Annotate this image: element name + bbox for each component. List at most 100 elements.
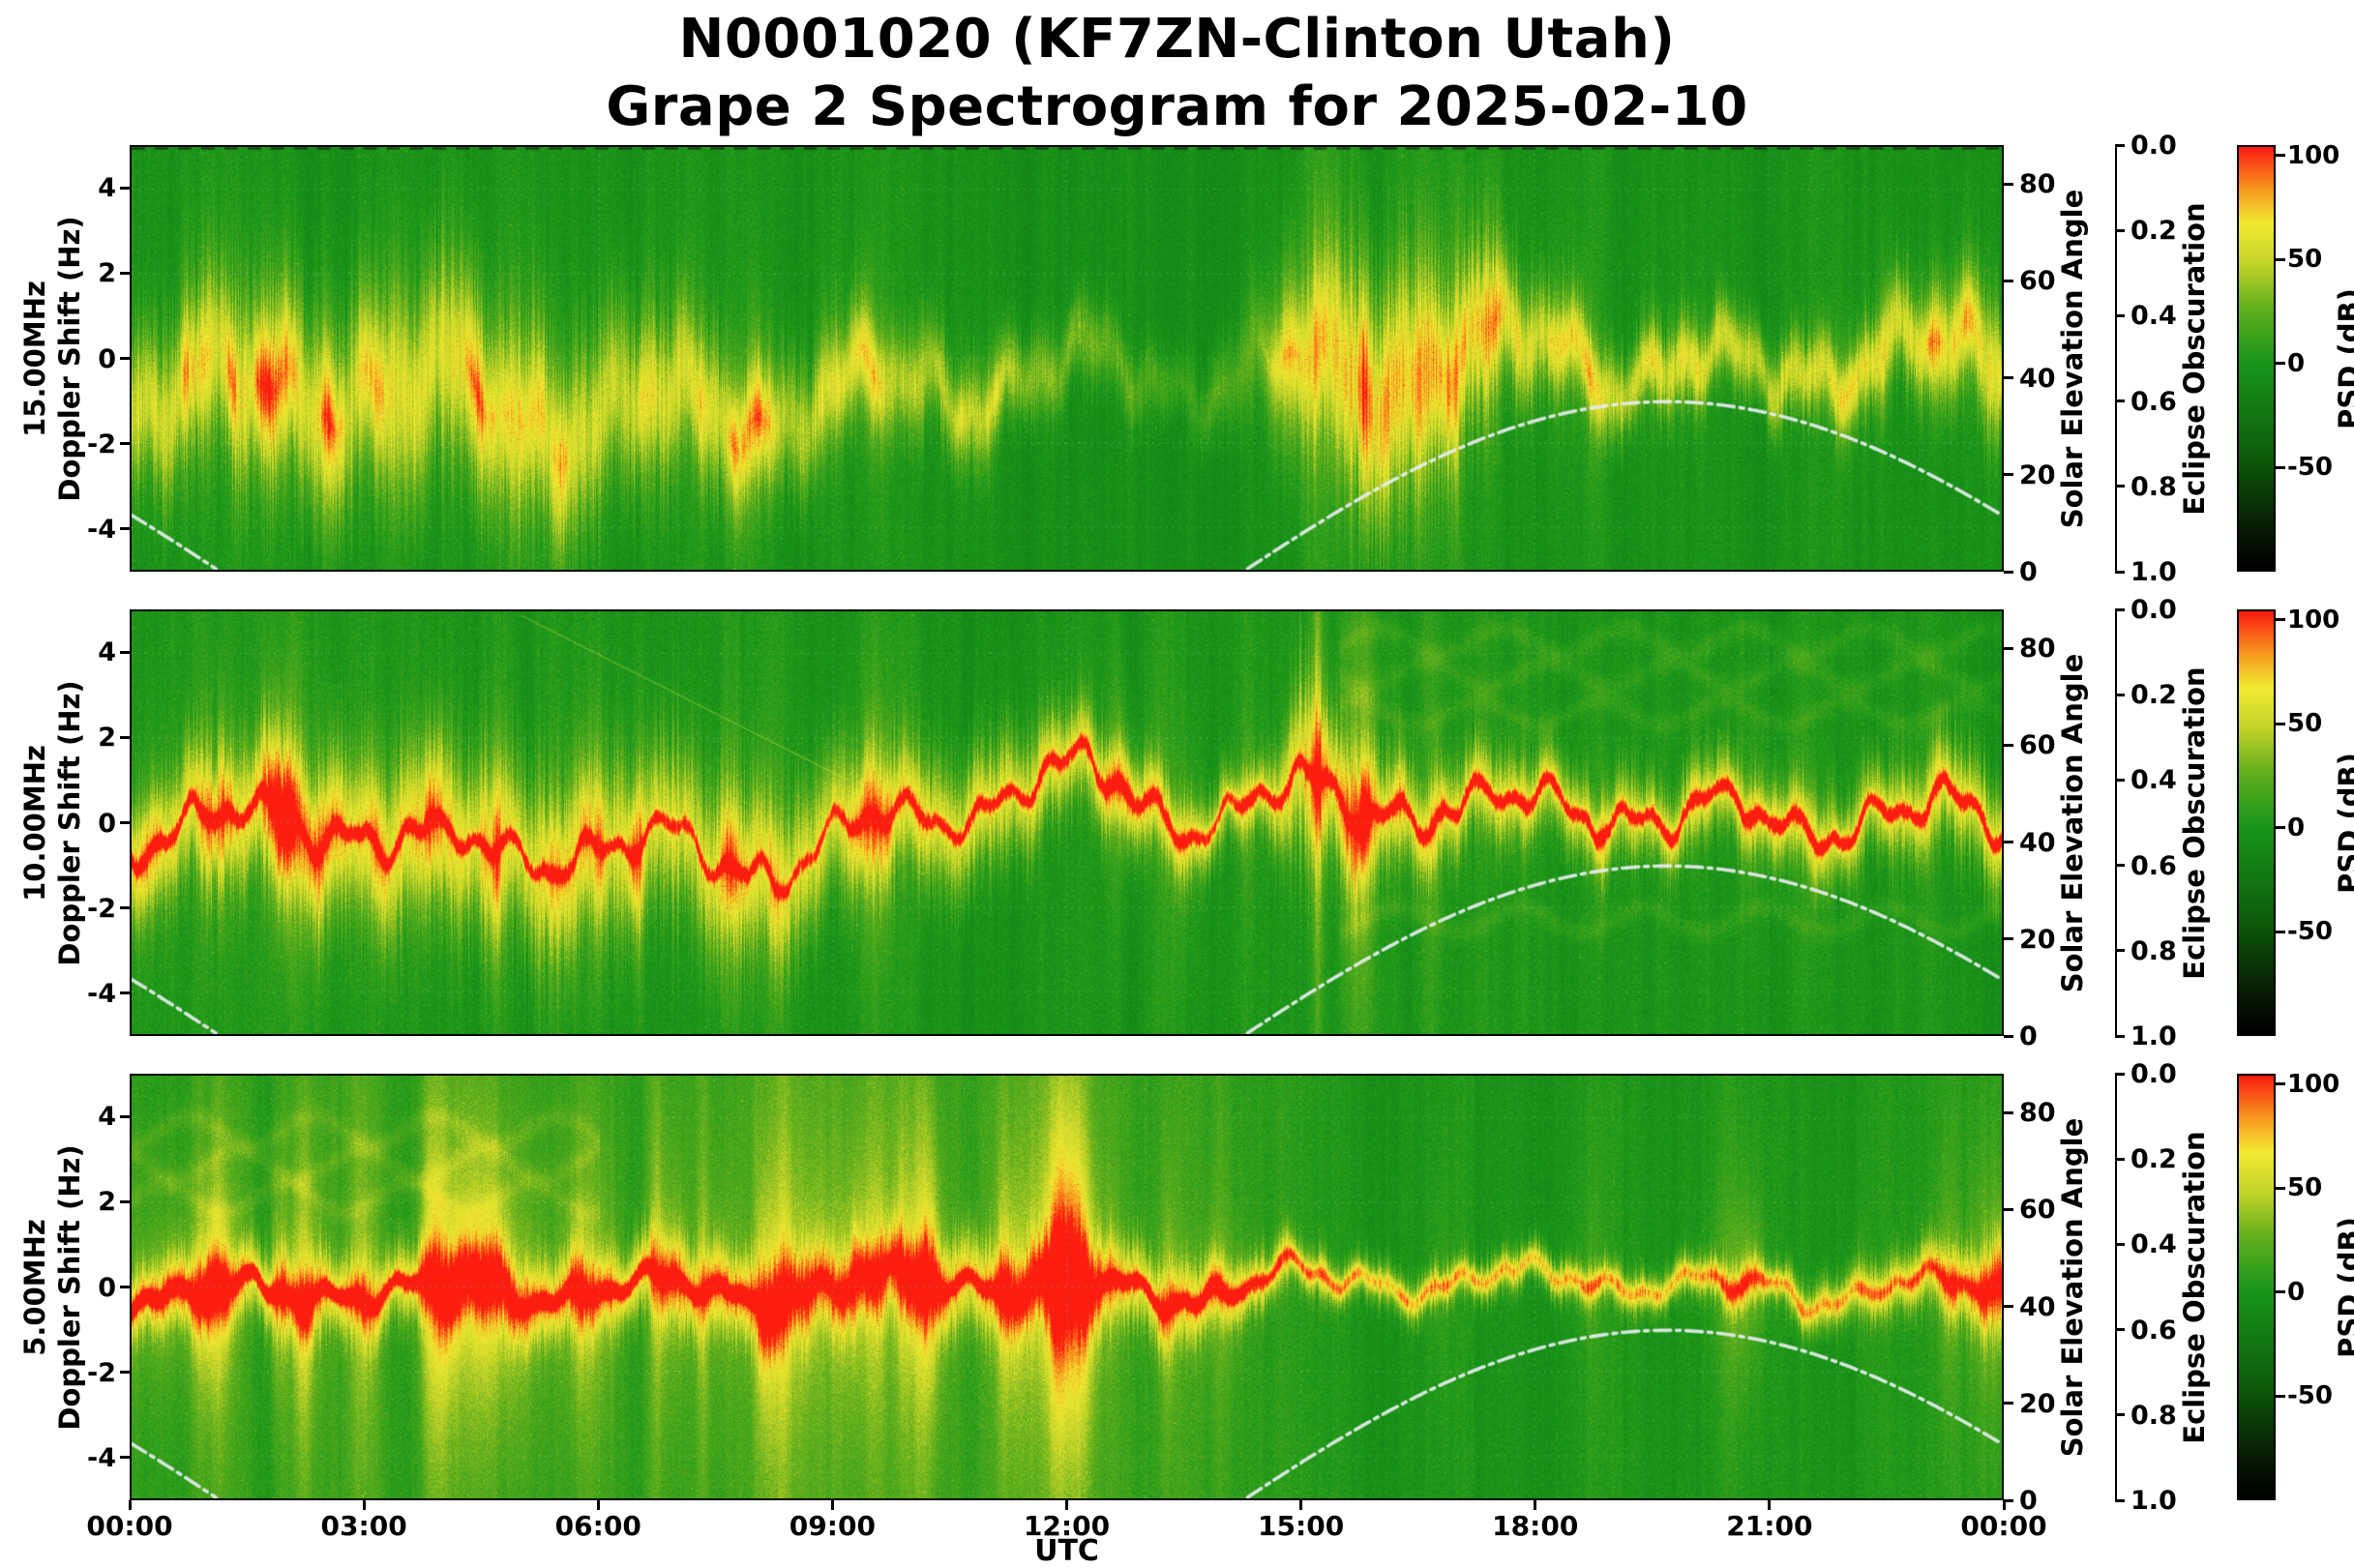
colorbar-10mhz	[2237, 609, 2276, 1036]
solar-tick-label: 80	[2019, 634, 2056, 665]
doppler-tick-mark	[120, 1286, 130, 1288]
spectrogram-canvas-5mhz	[132, 1076, 2002, 1498]
solar-tick-mark	[2004, 743, 2013, 747]
doppler-tick-mark	[120, 1199, 130, 1203]
colorbar-tick-label: 50	[2287, 709, 2323, 739]
doppler-tick-label: -4	[87, 514, 116, 545]
solar-tick-mark	[2004, 570, 2013, 574]
colorbar-tick-label: -50	[2287, 1381, 2333, 1411]
solar-tick-mark	[2004, 279, 2013, 282]
doppler-tick-mark	[120, 991, 130, 995]
doppler-tick-label: 2	[98, 723, 116, 754]
eclipse-tick-mark	[2115, 1328, 2125, 1332]
colorbar-tick-label: 50	[2287, 245, 2323, 275]
colorbar-tick-label: 0	[2287, 348, 2306, 378]
colorbar-canvas-5mhz	[2239, 1076, 2274, 1498]
eclipse-tick-label: 0.6	[2131, 1315, 2177, 1346]
eclipse-obscuration-axis-label-2: Eclipse Obscuration	[2178, 666, 2211, 980]
doppler-tick-mark	[120, 1456, 130, 1460]
solar-tick-label: 40	[2019, 1291, 2056, 1322]
solar-tick-mark	[2004, 182, 2013, 186]
solar-tick-mark	[2004, 646, 2013, 650]
eclipse-tick-label: 0.8	[2131, 471, 2177, 502]
colorbar-tick-label: 0	[2287, 1277, 2306, 1307]
eclipse-tick-label: 0.8	[2131, 935, 2177, 966]
colorbar-tick-mark	[2276, 465, 2285, 469]
solar-tick-label: 60	[2019, 730, 2056, 761]
solar-tick-label: 40	[2019, 363, 2056, 394]
doppler-tick-mark	[120, 1371, 130, 1375]
solar-tick-label: 0	[2019, 1486, 2038, 1516]
doppler-tick-mark	[120, 442, 130, 446]
eclipse-tick-label: 0.2	[2131, 680, 2177, 711]
x-tick-mark	[1299, 1500, 1303, 1510]
colorbar-tick-mark	[2276, 362, 2285, 366]
spectrogram-panel-10mhz	[130, 609, 2004, 1036]
chart-title: N0001020 (KF7ZN-Clinton Utah) Grape 2 Sp…	[0, 6, 2354, 141]
x-tick-label: 15:00	[1258, 1510, 1345, 1542]
eclipse-tick-mark	[2115, 313, 2125, 317]
x-tick-label: 00:00	[1960, 1510, 2047, 1542]
solar-tick-mark	[2004, 841, 2013, 844]
solar-tick-mark	[2004, 937, 2013, 941]
x-tick-label: 12:00	[1023, 1510, 1111, 1542]
solar-tick-label: 60	[2019, 266, 2056, 297]
solar-tick-mark	[2004, 1498, 2013, 1502]
eclipse-tick-label: 1.0	[2131, 557, 2177, 587]
doppler-tick-mark	[120, 821, 130, 824]
x-tick-label: 06:00	[554, 1510, 641, 1542]
eclipse-tick-label: 0.0	[2131, 131, 2177, 161]
eclipse-tick-label: 1.0	[2131, 1021, 2177, 1051]
doppler-tick-mark	[120, 357, 130, 360]
spectrogram-canvas-10mhz	[132, 611, 2002, 1034]
doppler-tick-label: -4	[87, 978, 116, 1009]
colorbar-tick-mark	[2276, 1290, 2285, 1294]
eclipse-tick-label: 0.8	[2131, 1400, 2177, 1431]
doppler-tick-mark	[120, 906, 130, 910]
doppler-tick-label: 2	[98, 1187, 116, 1218]
solar-tick-mark	[2004, 473, 2013, 477]
spectrogram-panel-15mhz	[130, 145, 2004, 572]
colorbar-canvas-10mhz	[2239, 611, 2274, 1034]
colorbar-tick-label: 100	[2287, 1069, 2340, 1099]
doppler-tick-mark	[120, 1114, 130, 1118]
doppler-tick-label: -2	[87, 893, 116, 924]
doppler-tick-mark	[120, 271, 130, 275]
eclipse-tick-label: 0.0	[2131, 1059, 2177, 1089]
colorbar-tick-mark	[2276, 722, 2285, 725]
eclipse-tick-label: 0.0	[2131, 595, 2177, 625]
eclipse-tick-mark	[2115, 570, 2125, 574]
eclipse-tick-mark	[2115, 1413, 2125, 1417]
solar-tick-mark	[2004, 1034, 2013, 1038]
eclipse-tick-label: 0.6	[2131, 386, 2177, 417]
eclipse-tick-mark	[2115, 949, 2125, 953]
x-tick-label: 18:00	[1492, 1510, 1579, 1542]
eclipse-tick-label: 0.6	[2131, 850, 2177, 881]
doppler-tick-label: 0	[98, 1272, 116, 1303]
doppler-tick-label: 0	[98, 343, 116, 374]
solar-tick-label: 0	[2019, 1021, 2038, 1051]
solar-tick-label: 60	[2019, 1195, 2056, 1226]
colorbar-tick-mark	[2276, 257, 2285, 261]
eclipse-tick-mark	[2115, 485, 2125, 488]
eclipse-axis-spine	[2115, 609, 2117, 1036]
colorbar-tick-label: 100	[2287, 605, 2340, 635]
doppler-tick-mark	[120, 527, 130, 531]
eclipse-tick-mark	[2115, 1242, 2125, 1246]
x-tick-mark	[830, 1500, 834, 1510]
eclipse-tick-label: 0.2	[2131, 216, 2177, 247]
eclipse-obscuration-axis-label-3: Eclipse Obscuration	[2178, 1131, 2211, 1444]
solar-tick-label: 20	[2019, 1388, 2056, 1419]
colorbar-tick-label: -50	[2287, 917, 2333, 947]
solar-tick-label: 20	[2019, 459, 2056, 490]
x-tick-label: 09:00	[789, 1510, 876, 1542]
doppler-tick-mark	[120, 186, 130, 190]
colorbar-tick-mark	[2276, 1394, 2285, 1398]
doppler-tick-mark	[120, 650, 130, 654]
x-tick-mark	[1768, 1500, 1772, 1510]
x-tick-mark	[128, 1500, 132, 1510]
colorbar-tick-label: 0	[2287, 813, 2306, 843]
eclipse-tick-mark	[2115, 778, 2125, 782]
solar-tick-mark	[2004, 1305, 2013, 1309]
eclipse-tick-label: 1.0	[2131, 1486, 2177, 1516]
